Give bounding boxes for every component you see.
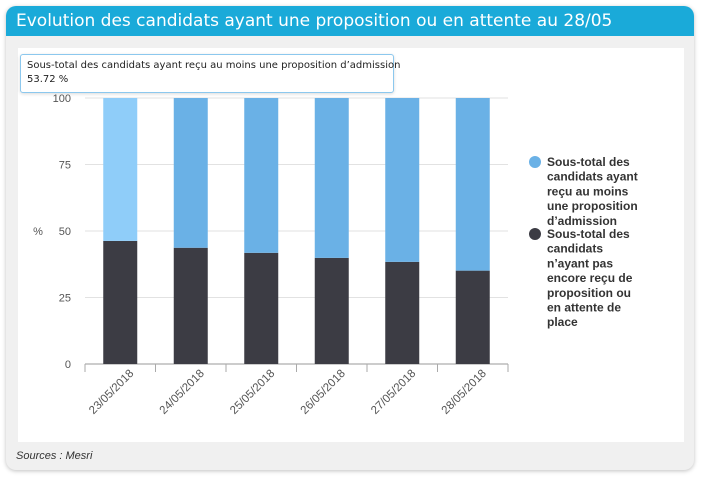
legend-label: proposition ou <box>547 286 631 300</box>
gridlines <box>85 97 508 365</box>
chart-header: Evolution des candidats ayant une propos… <box>6 6 694 36</box>
legend-label: Sous-total des <box>547 227 630 241</box>
bar-segment-awaiting <box>244 252 279 364</box>
bar-segment-received <box>385 98 420 262</box>
bar-segment-received <box>173 98 208 248</box>
bar-segment-received <box>314 98 349 258</box>
y-tick-label: 75 <box>59 160 71 172</box>
bar-segment-received <box>244 98 279 253</box>
legend-label: n’ayant pas <box>547 256 613 270</box>
tooltip-value: 53.72 % <box>27 74 69 85</box>
x-tick-label: 23/05/2018 <box>87 368 136 417</box>
bar-segment-awaiting <box>385 261 420 364</box>
x-tick-label: 26/05/2018 <box>299 368 348 417</box>
legend-label: d’admission <box>547 214 617 228</box>
x-axis: 23/05/2018 24/05/2018 25/05/2018 26/05/2018… <box>84 364 509 417</box>
y-tick-label: 50 <box>59 226 71 238</box>
y-tick-label: 0 <box>65 359 71 371</box>
y-tick-label: 25 <box>59 293 71 305</box>
bar-segment-awaiting <box>314 257 349 364</box>
x-tick-label: 24/05/2018 <box>158 368 207 417</box>
legend-label: Sous-total des <box>547 155 630 169</box>
bar-segment-received <box>455 98 490 271</box>
legend-label: reçu au moins <box>547 184 629 198</box>
sources-note: Sources : Mesri <box>16 450 93 462</box>
x-tick-label: 25/05/2018 <box>228 368 277 417</box>
legend-marker <box>529 228 541 240</box>
tooltip-label: Sous-total des candidats ayant reçu au m… <box>27 60 401 71</box>
bars <box>103 98 490 364</box>
chart-title: Evolution des candidats ayant une propos… <box>16 11 613 31</box>
y-tick-label: 100 <box>53 93 71 105</box>
legend-label: encore reçu de <box>547 271 633 285</box>
bar-segment-awaiting <box>455 270 490 364</box>
bar-segment-received <box>103 98 138 241</box>
y-axis-label: % <box>33 226 43 238</box>
legend-label: en attente de <box>547 301 621 315</box>
legend-label: une proposition <box>547 199 638 213</box>
bar-segment-awaiting <box>173 247 208 364</box>
legend-label: candidats ayant <box>547 170 638 184</box>
legend-marker <box>529 156 541 168</box>
x-tick-label: 27/05/2018 <box>369 368 418 417</box>
legend-label: candidats <box>547 242 603 256</box>
legend-label: place <box>547 315 578 329</box>
y-axis: 0 25 50 75 100% <box>33 93 71 371</box>
x-tick-label: 28/05/2018 <box>440 368 489 417</box>
bar-segment-awaiting <box>103 240 138 364</box>
bar-tooltip: Sous-total des candidats ayant reçu au m… <box>20 54 400 93</box>
